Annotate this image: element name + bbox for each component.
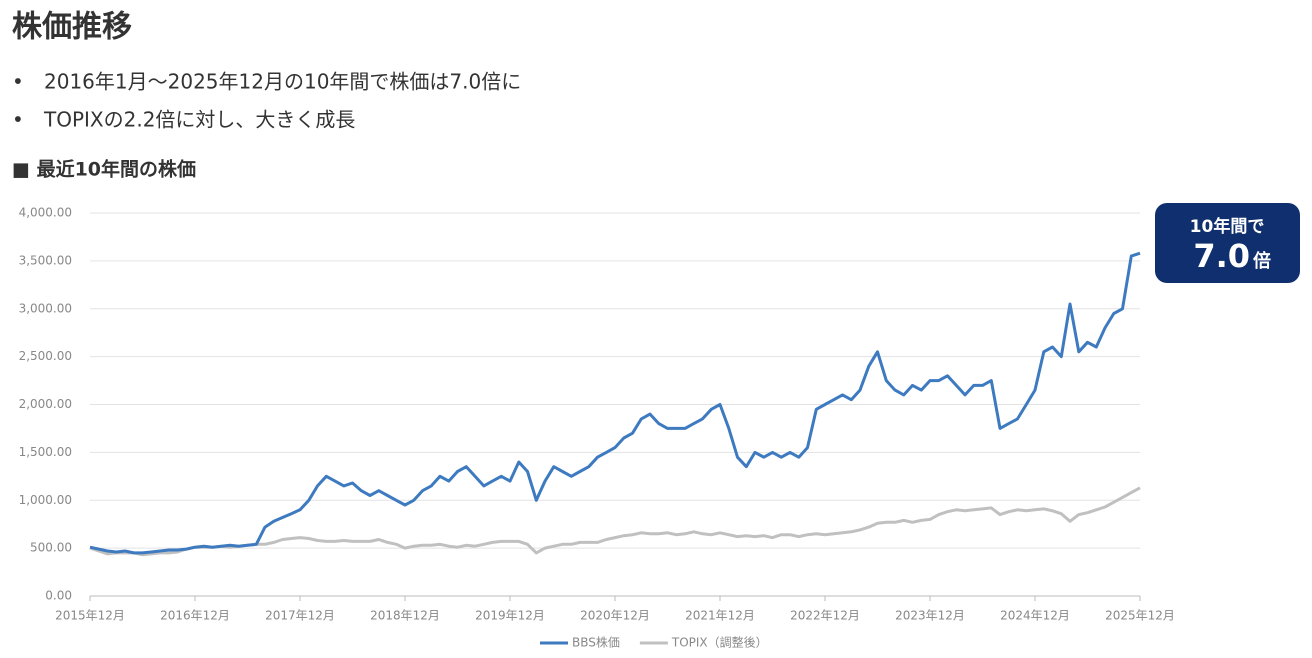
x-tick-label: 2023年12月 [895, 609, 965, 623]
series-line [89, 251, 1141, 555]
legend-label: TOPIX（調整後） [671, 635, 768, 650]
x-tick-label: 2021年12月 [685, 609, 755, 623]
y-tick-label: 1,500.00 [19, 445, 72, 459]
bullet-mark: • [12, 70, 24, 94]
y-tick-label: 500.00 [30, 541, 72, 555]
x-tick-label: 2019年12月 [475, 609, 545, 623]
x-tick-label: 2017年12月 [265, 609, 335, 623]
series-line [89, 486, 1141, 557]
y-tick-label: 2,000.00 [19, 397, 72, 411]
x-tick-label: 2018年12月 [370, 609, 440, 623]
x-tick-label: 2016年12月 [160, 609, 230, 623]
callout-unit: 倍 [1253, 250, 1271, 272]
callout-box [1155, 203, 1300, 283]
callout-value: 7.0 [1193, 237, 1250, 275]
bullet: 2016年1月～2025年12月の10年間で株価は7.0倍に [44, 70, 521, 94]
y-tick-label: 0.00 [45, 589, 72, 603]
page-title: 株価推移 [12, 10, 132, 45]
callout-text: 10年間で [1190, 216, 1265, 237]
y-tick-label: 2,500.00 [19, 349, 72, 363]
y-tick-label: 1,000.00 [19, 493, 72, 507]
x-tick-label: 2024年12月 [1000, 609, 1070, 623]
x-tick-label: 2022年12月 [790, 609, 860, 623]
bullet: TOPIXの2.2倍に対し、大きく成長 [43, 108, 355, 132]
x-tick-label: 2025年12月 [1105, 609, 1175, 623]
bullet-mark: • [12, 108, 24, 132]
legend-label: BBS株価 [572, 635, 620, 650]
section-title: ■ 最近10年間の株価 [12, 158, 196, 181]
y-tick-label: 3,000.00 [19, 301, 72, 315]
x-tick-label: 2015年12月 [55, 609, 125, 623]
x-tick-label: 2020年12月 [580, 609, 650, 623]
y-tick-label: 4,000.00 [19, 206, 72, 220]
y-tick-label: 3,500.00 [19, 253, 72, 267]
